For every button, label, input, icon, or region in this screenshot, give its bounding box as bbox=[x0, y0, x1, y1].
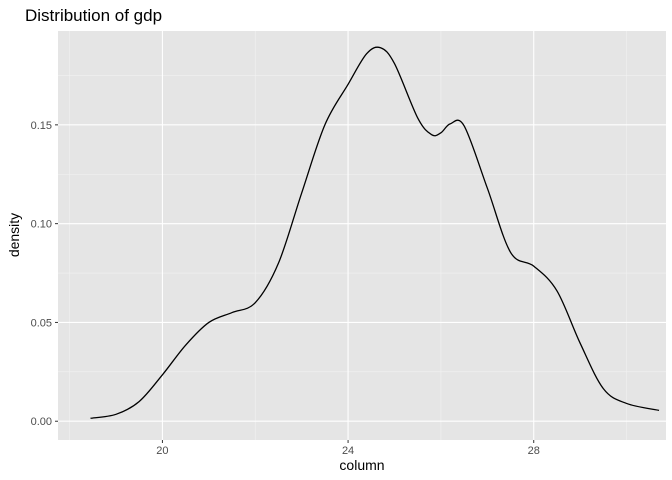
chart-title: Distribution of gdp bbox=[25, 6, 162, 25]
density-curve bbox=[90, 46, 660, 419]
y-tick-label: 0.00 bbox=[31, 416, 52, 428]
plot-panel bbox=[58, 31, 666, 440]
x-tick-label: 24 bbox=[342, 445, 354, 457]
major-grid bbox=[58, 31, 666, 440]
x-tick-label: 28 bbox=[528, 445, 540, 457]
y-tick-label: 0.05 bbox=[31, 317, 52, 329]
x-axis-title: column bbox=[339, 457, 384, 473]
x-tick-label: 20 bbox=[156, 445, 168, 457]
y-tick-label: 0.10 bbox=[31, 219, 52, 231]
minor-grid bbox=[58, 31, 666, 440]
y-tick-label: 0.15 bbox=[31, 120, 52, 132]
y-axis: 0.00 0.05 0.10 0.15 bbox=[31, 120, 58, 428]
x-axis: 20 24 28 bbox=[156, 440, 540, 457]
y-axis-title: density bbox=[6, 213, 22, 257]
